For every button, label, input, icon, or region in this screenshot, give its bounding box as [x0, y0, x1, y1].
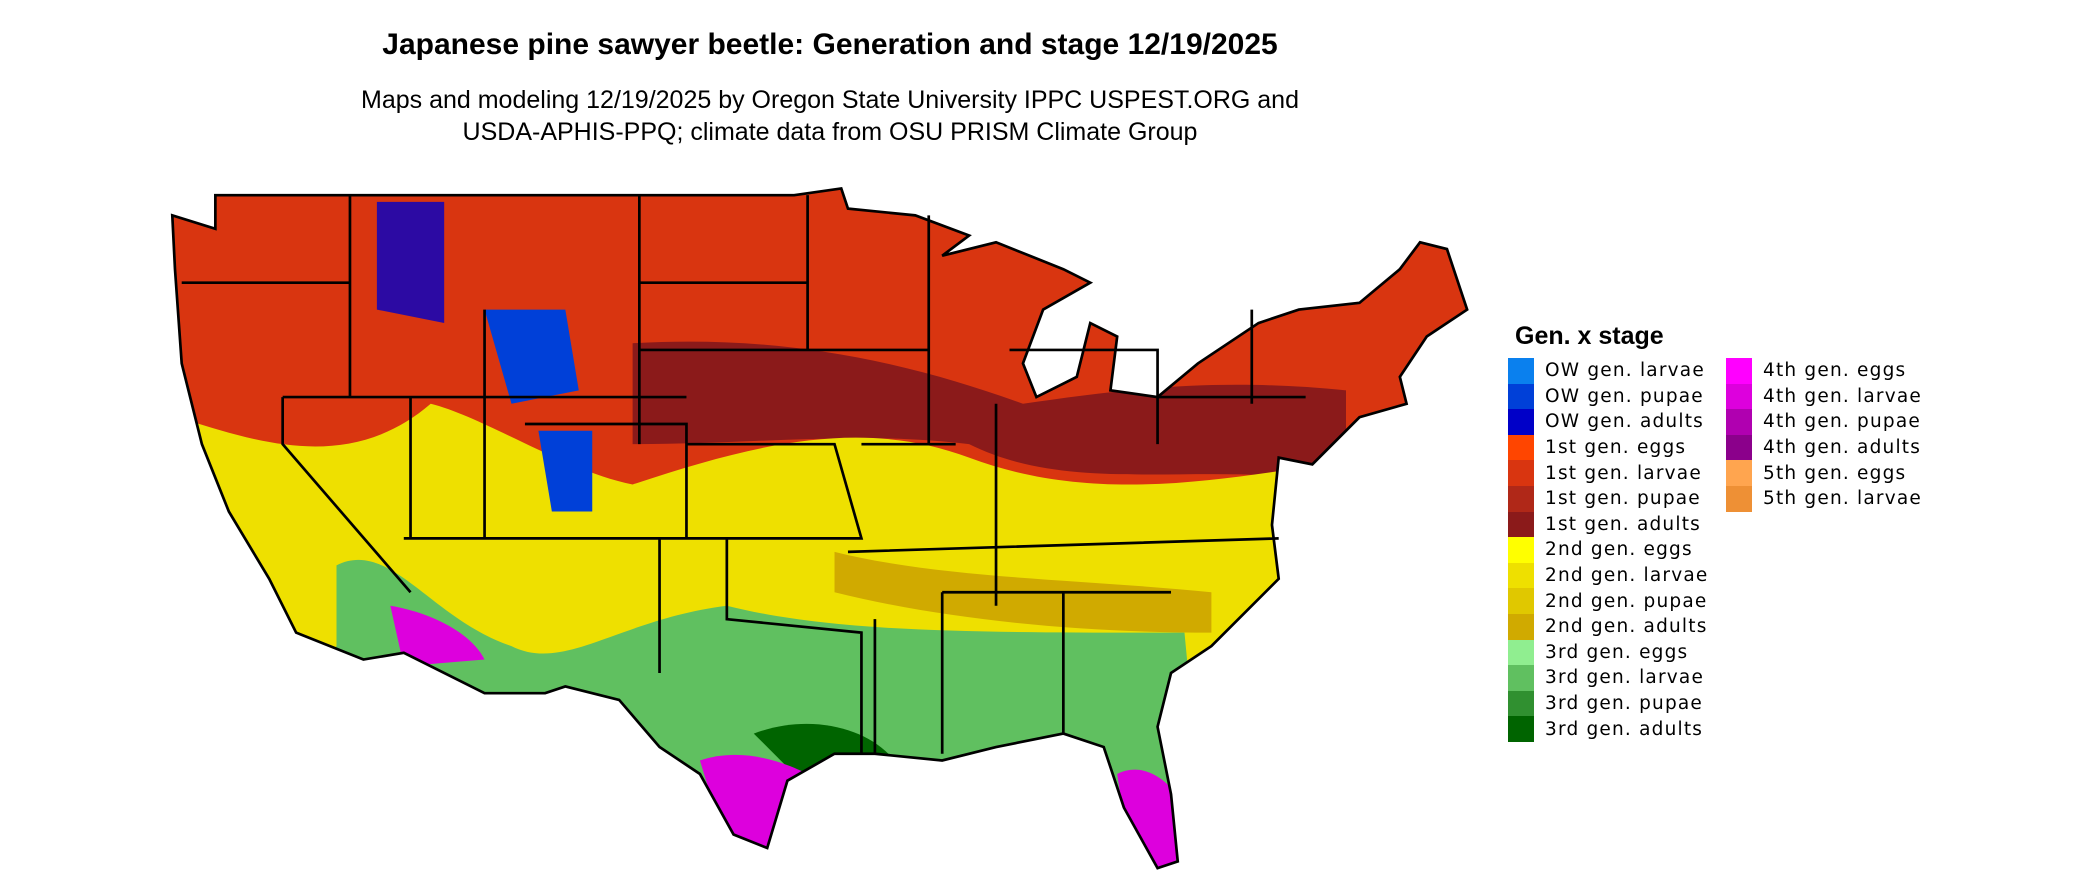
legend-label: OW gen. adults — [1545, 411, 1704, 433]
zone-4th-gen-larvae-arizona — [390, 605, 485, 667]
legend-swatch — [1726, 409, 1752, 435]
map-title: Japanese pine sawyer beetle: Generation … — [382, 28, 1278, 61]
zone-4th-gen-larvae-texas — [699, 754, 808, 862]
legend-item: 4th gen. eggs — [1726, 358, 1922, 384]
legend-label: OW gen. pupae — [1545, 385, 1704, 407]
legend-label: OW gen. larvae — [1545, 360, 1705, 382]
legend-label: 2nd gen. eggs — [1545, 539, 1693, 561]
us-outline — [170, 186, 1469, 870]
legend-label: 4th gen. adults — [1763, 437, 1922, 459]
legend-swatch — [1508, 537, 1534, 563]
legend-swatch — [1726, 485, 1752, 512]
legend-item: 1st gen. adults — [1508, 511, 1708, 538]
legend-title: Gen. x stage — [1515, 322, 1664, 350]
legend-swatch — [1508, 460, 1534, 486]
legend-label: 4th gen. eggs — [1763, 360, 1907, 382]
legend-label: 1st gen. pupae — [1545, 488, 1701, 510]
legend-item: 5th gen. eggs — [1726, 460, 1922, 486]
state-boundaries — [170, 186, 1469, 870]
legend-label: 3rd gen. larvae — [1545, 667, 1705, 689]
legend-item: 5th gen. larvae — [1726, 485, 1922, 512]
legend-swatch — [1726, 358, 1752, 384]
legend-column-1: OW gen. larvae OW gen. pupae OW gen. adult… — [1508, 358, 1708, 742]
legend-item: 1st gen. pupae — [1508, 485, 1708, 512]
legend-swatch — [1508, 665, 1534, 691]
map-subtitle: Maps and modeling 12/19/2025 by Oregon S… — [0, 84, 1660, 148]
legend-swatch — [1508, 716, 1534, 742]
legend-item: 1st gen. eggs — [1508, 434, 1708, 461]
legend-item: OW gen. adults — [1508, 409, 1708, 435]
legend-swatch — [1726, 460, 1752, 486]
legend-item: OW gen. pupae — [1508, 383, 1708, 410]
legend-label: 4th gen. pupae — [1763, 411, 1921, 433]
legend-swatch — [1508, 409, 1534, 435]
legend-swatch — [1508, 511, 1534, 538]
zone-1st-gen-adults — [632, 341, 1346, 485]
legend-label: 5th gen. eggs — [1763, 462, 1907, 484]
legend-swatch — [1508, 434, 1534, 461]
legend-swatch — [1726, 383, 1752, 410]
legend-item: 4th gen. pupae — [1726, 409, 1922, 435]
legend-label: 1st gen. adults — [1545, 513, 1701, 535]
legend-label: 5th gen. larvae — [1763, 488, 1922, 510]
legend-label: 1st gen. eggs — [1545, 437, 1687, 459]
legend-item: 1st gen. larvae — [1508, 460, 1708, 486]
subtitle-line-2: USDA-APHIS-PPQ; climate data from OSU PR… — [462, 118, 1198, 146]
legend-item: 2nd gen. pupae — [1508, 588, 1708, 614]
legend-item: 3rd gen. adults — [1508, 716, 1708, 742]
zone-3rd-gen-adults — [753, 723, 889, 788]
legend-label: 3rd gen. pupae — [1545, 693, 1704, 715]
zone-ow-gen-adults-colorado — [538, 430, 593, 512]
legend-swatch — [1726, 434, 1752, 461]
legend-label: 2nd gen. larvae — [1545, 565, 1709, 587]
legend-swatch — [1508, 562, 1534, 589]
legend-swatch — [1508, 485, 1534, 512]
legend-swatch — [1508, 639, 1534, 666]
legend-swatch — [1508, 358, 1534, 384]
legend-swatch — [1508, 690, 1534, 717]
legend-item: 2nd gen. eggs — [1508, 537, 1708, 563]
legend-item: 4th gen. adults — [1726, 434, 1922, 461]
zone-ow-gen-adults-montana — [376, 201, 445, 324]
legend-label: 3rd gen. eggs — [1545, 641, 1689, 663]
legend-item: 3rd gen. pupae — [1508, 690, 1708, 717]
legend-label: 3rd gen. adults — [1545, 718, 1704, 740]
legend-column-2: 4th gen. eggs 4th gen. larvae 4th gen. pup… — [1726, 358, 1922, 512]
legend-label: 2nd gen. pupae — [1545, 590, 1708, 612]
legend-label: 2nd gen. adults — [1545, 616, 1708, 638]
legend-label: 4th gen. larvae — [1763, 385, 1922, 407]
zone-ow-gen-adults-rockies — [484, 309, 579, 404]
legend-swatch — [1508, 613, 1534, 640]
legend-item: OW gen. larvae — [1508, 358, 1708, 384]
legend-item: 3rd gen. larvae — [1508, 665, 1708, 691]
subtitle-line-1: Maps and modeling 12/19/2025 by Oregon S… — [361, 86, 1299, 114]
legend-item: 2nd gen. larvae — [1508, 562, 1709, 589]
legend-swatch — [1508, 588, 1534, 614]
legend-item: 4th gen. larvae — [1726, 383, 1922, 410]
legend-swatch — [1508, 383, 1534, 410]
legend-item: 2nd gen. adults — [1508, 613, 1708, 640]
legend-label: 1st gen. larvae — [1545, 462, 1702, 484]
legend-item: 3rd gen. eggs — [1508, 639, 1708, 666]
